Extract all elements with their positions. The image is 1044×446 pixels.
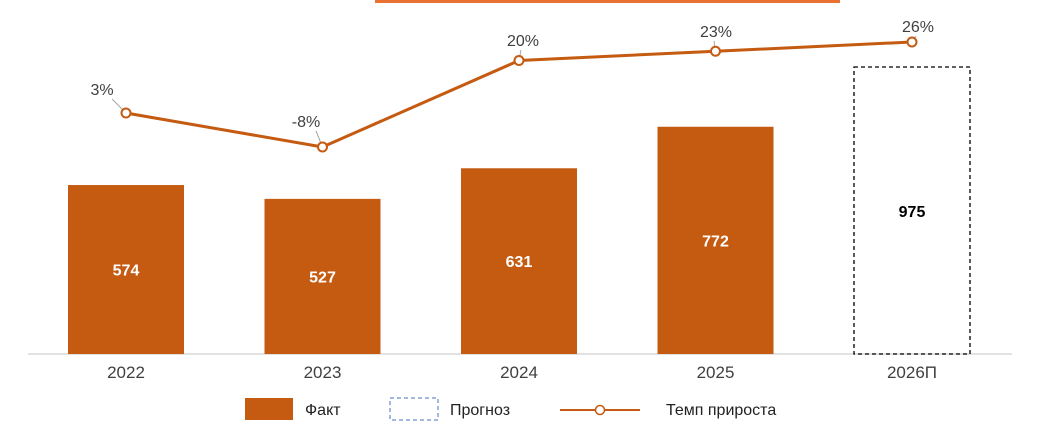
growth-label-2024: 20% <box>507 33 539 50</box>
bars-group <box>68 66 971 355</box>
legend-label-forecast: Прогноз <box>450 402 510 419</box>
bar-fact-2023 <box>264 198 381 354</box>
growth-point-2022 <box>120 107 132 119</box>
growth-point-2023 <box>317 141 328 153</box>
growth-point-2025 <box>710 45 721 57</box>
growth-label-2025: 23% <box>700 24 732 41</box>
bar-value-label-2026П: 975 <box>899 204 926 221</box>
growth-point-2026П <box>906 36 918 48</box>
x-tick-label-2024: 2024 <box>500 363 538 382</box>
bar-fact-2025 <box>657 126 774 354</box>
growth-label-2022: 3% <box>90 82 113 99</box>
legend-swatch-forecast <box>389 397 439 421</box>
bar-forecast-2026П <box>853 66 971 355</box>
x-tick-label-2022: 2022 <box>107 363 145 382</box>
bar-fact-2024 <box>461 168 577 354</box>
x-tick-label-2023: 2023 <box>304 363 342 382</box>
legend-swatch-growth-marker <box>594 404 606 416</box>
bar-value-label-2024: 631 <box>506 254 533 271</box>
bar-value-label-2025: 772 <box>702 233 729 250</box>
legend: Факт Прогноз Темп прироста <box>245 397 776 421</box>
growth-point-2024 <box>513 55 525 67</box>
bar-value-label-2023: 527 <box>309 269 336 286</box>
x-tick-label-2025: 2025 <box>697 363 735 382</box>
title-fragment <box>375 0 840 3</box>
x-tick-label-2026П: 2026П <box>887 363 937 382</box>
legend-swatch-fact <box>245 398 293 420</box>
legend-label-growth: Темп прироста <box>666 402 776 419</box>
bar-fact-2022 <box>68 185 184 354</box>
growth-label-2023: -8% <box>292 114 320 131</box>
bar-value-label-2022: 574 <box>113 263 140 280</box>
bar-value-labels: 574 527 631 772 975 <box>113 204 926 286</box>
category-labels: 2022 2023 2024 2025 2026П <box>107 363 937 382</box>
legend-label-fact: Факт <box>305 402 341 419</box>
growth-line-group: 3% -8% 20% 23% 26% <box>90 19 934 153</box>
growth-label-2026П: 26% <box>902 19 934 36</box>
